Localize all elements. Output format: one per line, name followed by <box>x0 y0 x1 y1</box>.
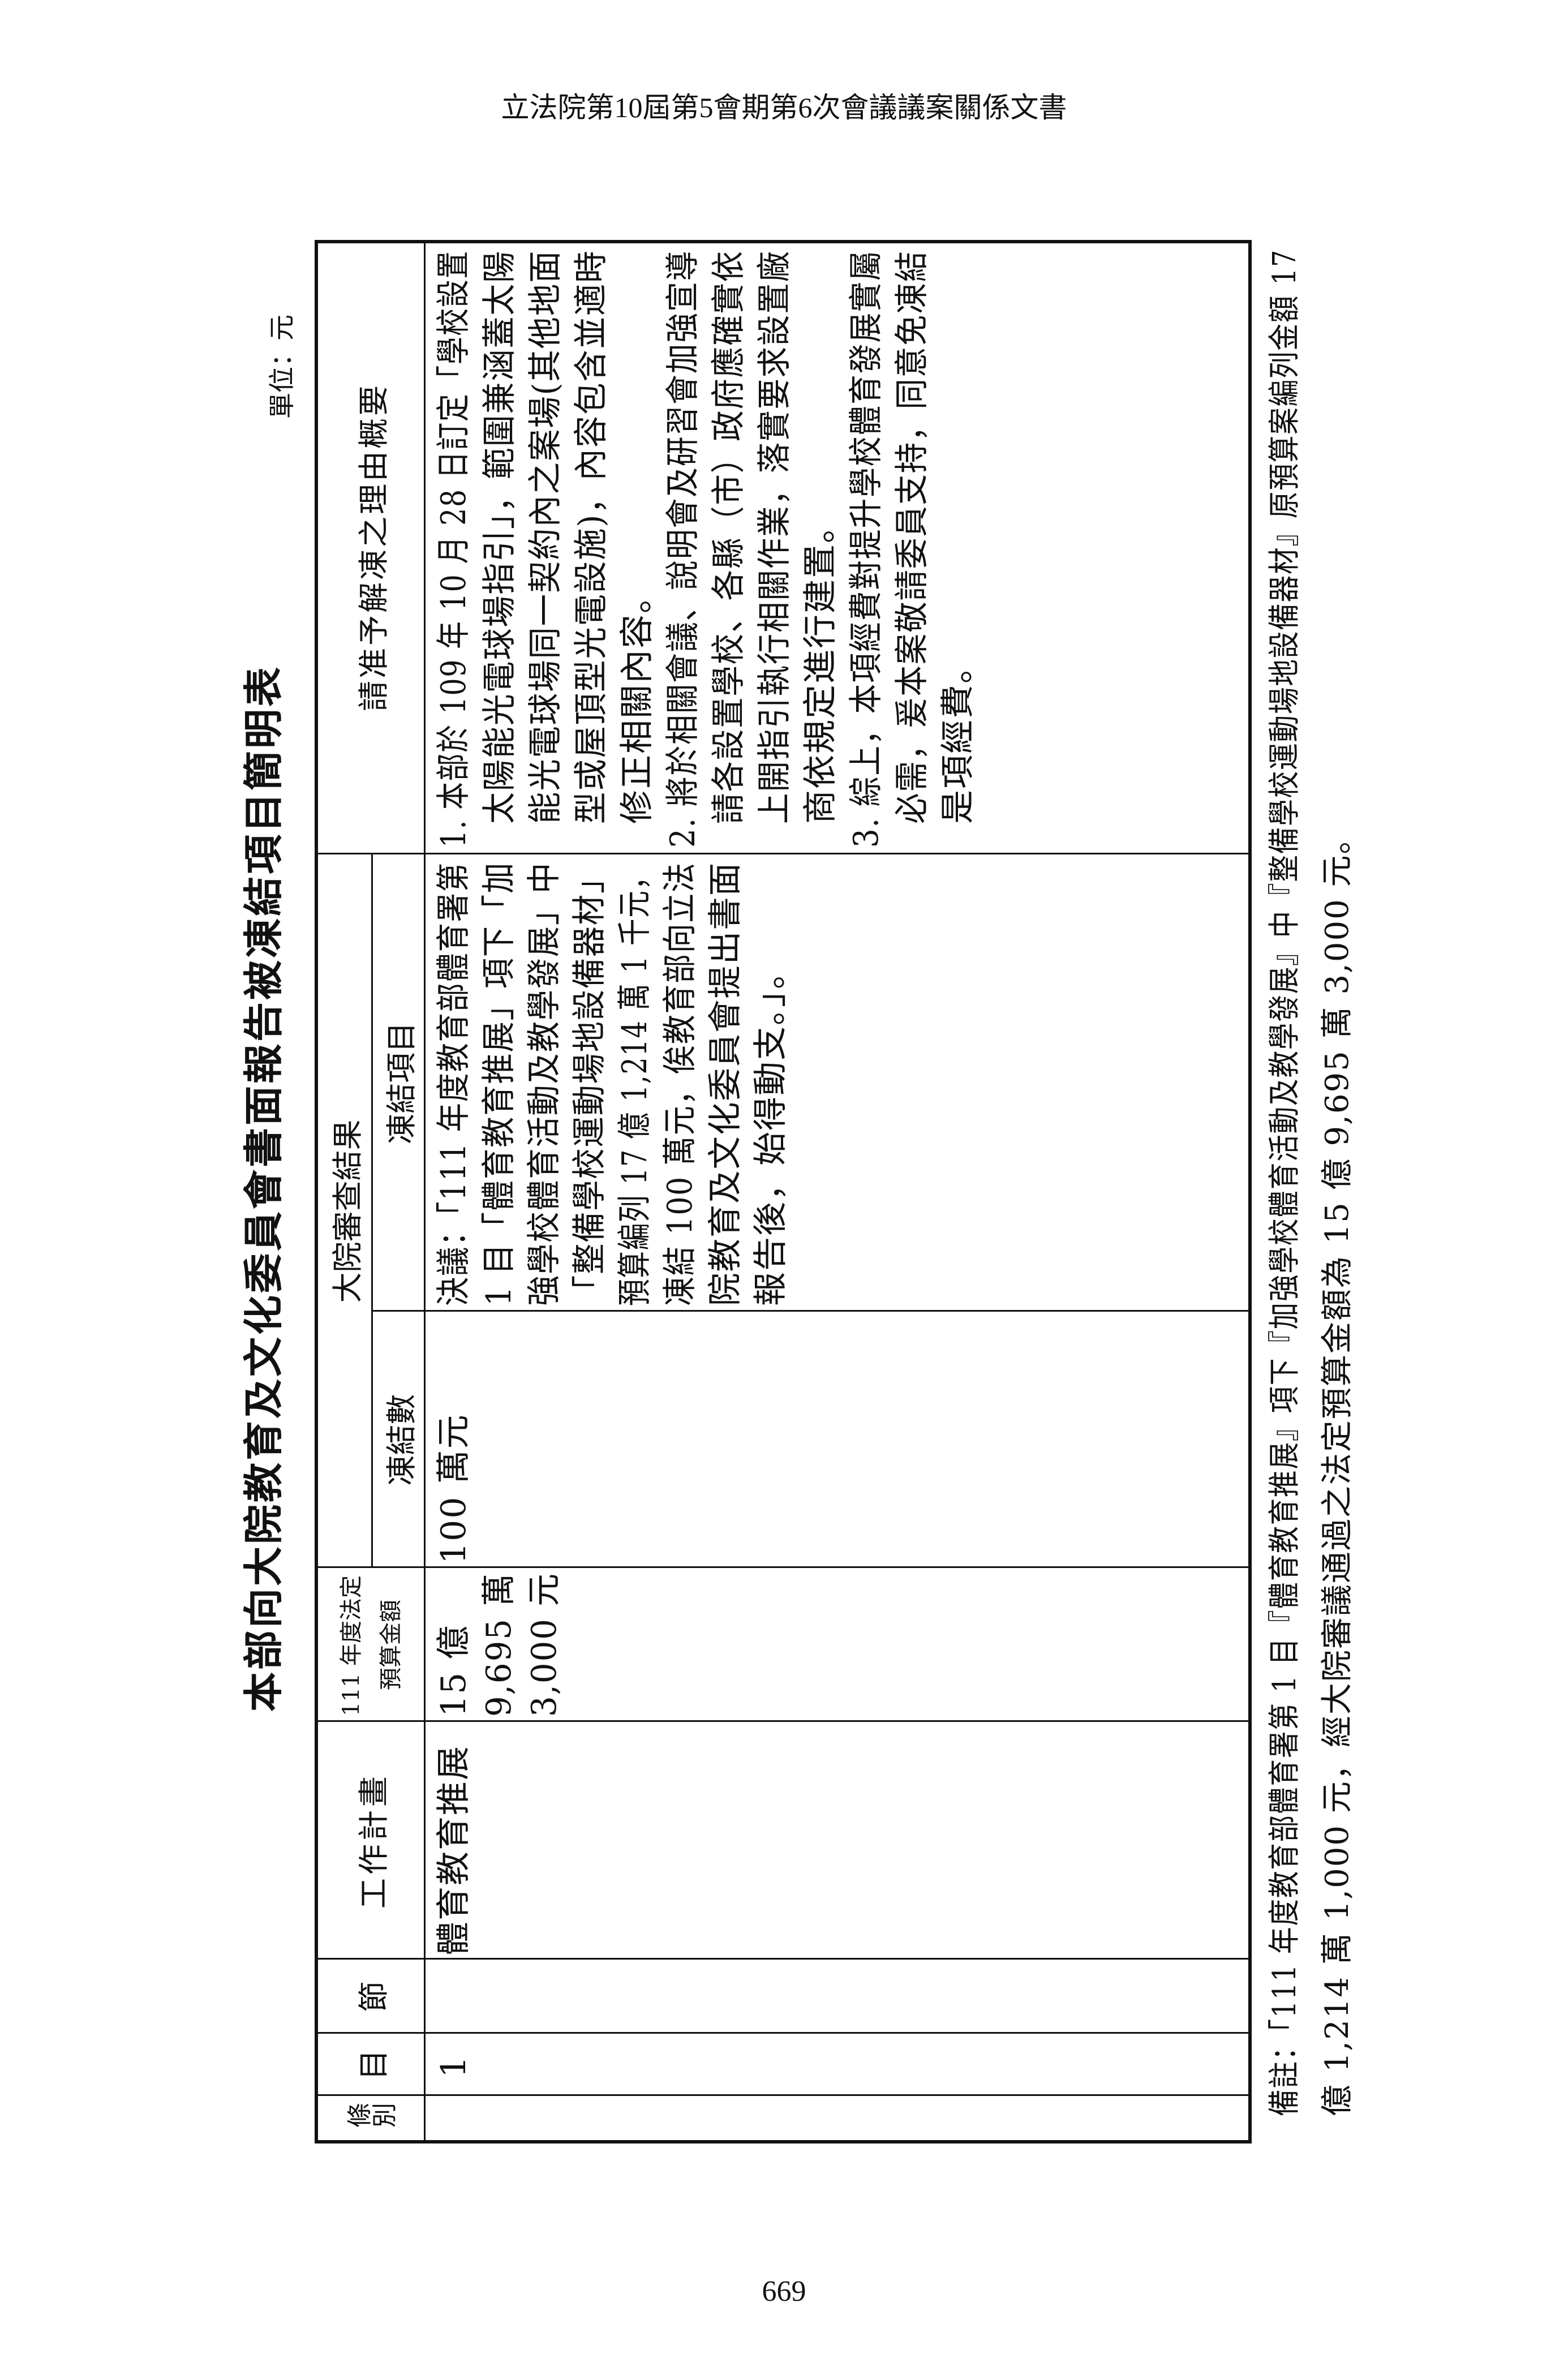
reason-line: 修正相關內容。 <box>617 578 657 824</box>
header-section: 節 <box>356 1981 392 2012</box>
header-budget: 111 年度法定 預算金額 <box>318 1568 424 1722</box>
budget-line: 15 億 <box>434 1624 474 1717</box>
reason-line: 能光電球場同一契約內之案場(其他地面 <box>526 250 565 824</box>
column-divider <box>318 2032 1248 2034</box>
frozen-item-line: 「整備學校運動場地設備器材」 <box>570 861 609 1306</box>
column-divider <box>318 853 1248 854</box>
header-budget-line2: 預算金額 <box>377 1600 404 1690</box>
header-frozen-item: 凍結項目 <box>383 1022 419 1144</box>
column-divider <box>318 2094 1248 2096</box>
column-divider <box>373 1310 1248 1312</box>
frozen-item-line: 凍結 100 萬元，俟教育部向立法 <box>660 862 700 1306</box>
header-reason: 請准予解凍之理由概要 <box>356 383 392 711</box>
header-review-result: 大院審查結果 <box>329 1119 366 1303</box>
frozen-items-table: 條別 目 節 工作計畫 111 年度法定 預算金額 大院審查結果 凍結數 凍結項… <box>315 240 1252 2143</box>
reason-line: 商依規定進行建置。 <box>801 508 840 824</box>
header-article: 條別 <box>346 2103 396 2132</box>
reason-line: 1. 本部於 109 年 10 月 28 日訂定「學校設置 <box>434 250 474 848</box>
rotated-page-content: 本部向大院教育及文化委員會書面報告被凍結項目簡明表 單位：元 條別 目 節 工作… <box>226 226 1358 2150</box>
reason-line: 2. 將於相關會議、說明會及研習會加強宣導 <box>663 250 703 848</box>
running-header: 立法院第10屆第5會期第6次會議議案關係文書 <box>501 92 1067 123</box>
remark-line: 備註：「111 年度教育部體育署第 1 目『體育教育推展』項下『加強學校體育活動… <box>1266 248 1303 2116</box>
frozen-item-line: 強學校體育活動及教學發展」中 <box>525 861 564 1306</box>
reason-line: 太陽能光電球場指引」，範圍兼涵蓋太陽 <box>480 250 519 824</box>
reason-line: 上開指引執行相關作業，落實要求設置廠 <box>755 250 794 824</box>
frozen-item-line: 預算編列 17 億 1,214 萬 1 千元， <box>615 862 655 1306</box>
header-budget-line1: 111 年度法定 <box>338 1575 364 1716</box>
unit-label: 單位：元 <box>267 315 297 419</box>
header-item: 目 <box>356 2050 392 2080</box>
frozen-item-line: 1 目「體育教育推展」項下「加 <box>479 861 519 1306</box>
remark-line: 億 1,214 萬 1,000 元，經大院審議通過之法定預算金額為 15 億 9… <box>1319 821 1356 2116</box>
budget-line: 9,695 萬 <box>479 1573 519 1717</box>
reason-line: 必需，爰本案敬請委員支持，同意免凍結 <box>892 250 932 824</box>
reason-line: 請各設置學校、各縣（市）政府應確實依 <box>709 250 749 824</box>
reason-line: 3. 綜上，本項經費對提升學校體育發展實屬 <box>847 250 886 848</box>
column-divider <box>318 1566 1248 1568</box>
item-number: 1 <box>434 2055 474 2078</box>
frozen-item-line: 決議：「111 年度教育部體育署第 <box>434 862 474 1306</box>
reason-line: 是項經費。 <box>938 648 978 824</box>
column-divider <box>318 1958 1248 1960</box>
page-number: 669 <box>762 2275 806 2308</box>
header-frozen-amount: 凍結數 <box>383 1394 419 1486</box>
budget-line: 3,000 元 <box>525 1573 564 1717</box>
column-divider <box>318 1720 1248 1722</box>
frozen-item-line: 院教育及文化委員會提出書面 <box>706 862 745 1306</box>
work-plan-value: 體育教育推展 <box>434 1745 474 1956</box>
header-work-plan: 工作計畫 <box>356 1773 392 1909</box>
header-divider <box>424 243 426 2140</box>
frozen-amount-value: 100 萬元 <box>434 1414 474 1564</box>
frozen-item-line: 報告後，始得動支。」。 <box>751 954 791 1306</box>
document-title: 本部向大院教育及文化委員會書面報告被凍結項目簡明表 <box>240 665 287 1712</box>
reason-line: 型或屋頂型光電設施)，內容包含並適時 <box>572 250 611 824</box>
